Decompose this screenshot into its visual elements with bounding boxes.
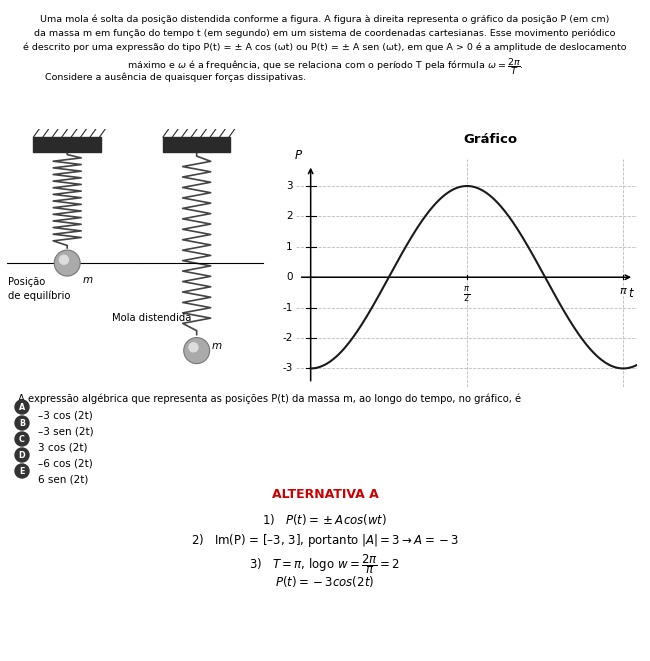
Text: -3: -3: [282, 364, 293, 373]
Text: Considere a ausência de quaisquer forças dissipativas.: Considere a ausência de quaisquer forças…: [45, 73, 306, 83]
Text: D: D: [19, 451, 25, 459]
Circle shape: [15, 400, 29, 414]
Text: $\pi$: $\pi$: [619, 286, 628, 295]
Text: ALTERNATIVA A: ALTERNATIVA A: [272, 488, 378, 501]
Text: A expressão algébrica que representa as posições P(t) da massa m, ao longo do te: A expressão algébrica que representa as …: [18, 393, 521, 403]
Text: da massa m em função do tempo t (em segundo) em um sistema de coordenadas cartes: da massa m em função do tempo t (em segu…: [34, 28, 616, 38]
Text: é descrito por uma expressão do tipo P(t) = ± A cos (ωt) ou P(t) = ± A sen (ωt),: é descrito por uma expressão do tipo P(t…: [23, 42, 627, 52]
Text: de equilíbrio: de equilíbrio: [8, 290, 70, 301]
Circle shape: [188, 342, 199, 352]
Text: C: C: [19, 434, 25, 444]
Text: 0: 0: [286, 272, 292, 282]
Text: Gráfico: Gráfico: [463, 133, 517, 146]
Text: 1)   $P(t) = \pm Acos(wt)$: 1) $P(t) = \pm Acos(wt)$: [263, 512, 387, 527]
Text: m: m: [83, 275, 93, 285]
Text: 2: 2: [286, 212, 292, 221]
Circle shape: [15, 448, 29, 462]
Text: $P(t) = -3cos(2t)$: $P(t) = -3cos(2t)$: [276, 574, 374, 589]
Text: m: m: [212, 340, 222, 351]
Text: 3: 3: [286, 181, 292, 191]
Text: –6 cos (2t): –6 cos (2t): [38, 459, 93, 469]
Text: $\frac{\pi}{2}$: $\frac{\pi}{2}$: [463, 286, 471, 305]
Text: Posição: Posição: [8, 276, 45, 287]
Bar: [163, 137, 230, 152]
Text: P: P: [295, 149, 302, 163]
Bar: [34, 137, 101, 152]
Text: E: E: [20, 467, 25, 475]
Circle shape: [15, 416, 29, 430]
Text: Mola distendida: Mola distendida: [112, 313, 191, 323]
Text: -2: -2: [282, 333, 293, 343]
Text: 6 sen (2t): 6 sen (2t): [38, 475, 88, 485]
Circle shape: [54, 250, 80, 276]
Text: 1: 1: [286, 242, 292, 252]
Text: A: A: [19, 403, 25, 412]
Text: máximo e $\omega$ é a frequência, que se relaciona com o período T pela fórmula : máximo e $\omega$ é a frequência, que se…: [127, 56, 523, 77]
Text: 3)   $T = \pi$, logo $w = \dfrac{2\pi}{\pi} = 2$: 3) $T = \pi$, logo $w = \dfrac{2\pi}{\pi…: [250, 552, 400, 576]
Circle shape: [15, 432, 29, 446]
Text: 2)   Im(P) = [–3, 3], portanto $|A| = 3 \rightarrow A = -3$: 2) Im(P) = [–3, 3], portanto $|A| = 3 \r…: [191, 532, 459, 549]
Text: -1: -1: [282, 303, 293, 313]
Text: t: t: [629, 287, 633, 300]
Circle shape: [58, 254, 69, 265]
Text: –3 cos (2t): –3 cos (2t): [38, 411, 93, 421]
Text: B: B: [19, 418, 25, 428]
Circle shape: [184, 338, 209, 364]
Text: –3 sen (2t): –3 sen (2t): [38, 427, 94, 437]
Text: Uma mola é solta da posição distendida conforme a figura. A figura à direita rep: Uma mola é solta da posição distendida c…: [40, 14, 610, 24]
Circle shape: [15, 464, 29, 478]
Text: 3 cos (2t): 3 cos (2t): [38, 443, 88, 453]
